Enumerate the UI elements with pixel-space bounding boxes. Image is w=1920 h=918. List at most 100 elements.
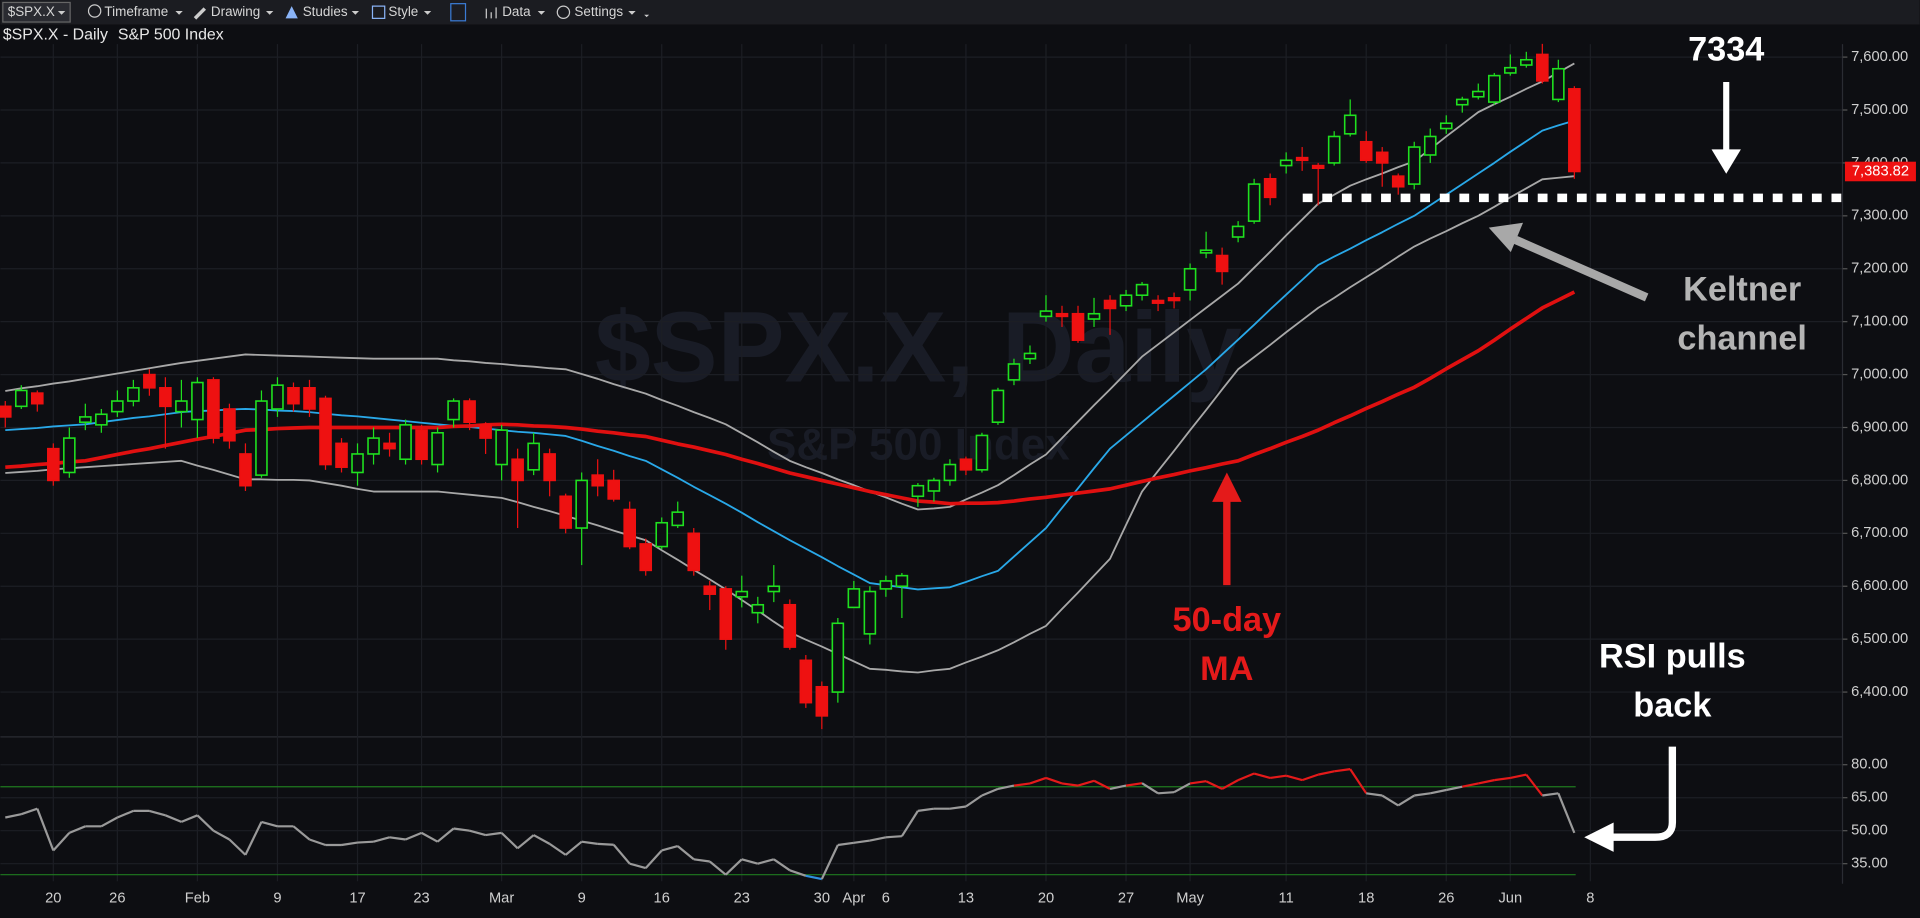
timeframe-icon bbox=[87, 4, 102, 18]
rsi-line bbox=[373, 836, 390, 843]
symbol-box[interactable] bbox=[2, 1, 71, 23]
rsi-line bbox=[533, 834, 551, 845]
rsi-line bbox=[1557, 792, 1576, 834]
rsi-line bbox=[741, 858, 759, 865]
rsi-line bbox=[644, 849, 663, 869]
annotation-text: back bbox=[1633, 687, 1712, 725]
candle-body bbox=[159, 387, 172, 408]
annotation-text: 7334 bbox=[1688, 30, 1764, 68]
candle-body bbox=[639, 543, 653, 572]
rsi-line bbox=[789, 869, 807, 877]
rsi-line bbox=[1013, 782, 1031, 787]
rsi-line bbox=[1542, 792, 1559, 797]
candle-body bbox=[367, 437, 380, 455]
rsi-line bbox=[837, 841, 855, 847]
candle-body bbox=[1375, 151, 1389, 164]
rsi-line bbox=[1045, 776, 1063, 785]
rsi-line bbox=[1221, 779, 1239, 790]
candle-body bbox=[527, 442, 540, 471]
x-tick-label: 9 bbox=[578, 890, 586, 906]
toolbar-item[interactable]: Timeframe bbox=[104, 4, 168, 19]
annotation-text: channel bbox=[1677, 319, 1806, 357]
rsi-line bbox=[1301, 773, 1319, 782]
candle-body bbox=[1183, 267, 1197, 291]
rsi-line bbox=[900, 810, 919, 837]
candle-body bbox=[959, 458, 973, 471]
rsi-line bbox=[421, 831, 439, 843]
rsi-line bbox=[981, 787, 999, 797]
arrow bbox=[1608, 746, 1677, 841]
settings-icon bbox=[556, 5, 571, 19]
chart-title: $SPX.X - Daily bbox=[3, 27, 108, 44]
rsi-line bbox=[1253, 772, 1271, 779]
layout-icon[interactable] bbox=[450, 3, 467, 22]
rsi-line bbox=[1205, 780, 1223, 790]
candle-body bbox=[383, 442, 396, 450]
rsi-line bbox=[1349, 768, 1368, 794]
rsi-line bbox=[116, 809, 134, 819]
rsi-line bbox=[68, 825, 86, 834]
dropdown-icon bbox=[175, 11, 183, 15]
candle-body bbox=[1247, 183, 1261, 222]
rsi-line bbox=[309, 838, 326, 847]
rsi-line bbox=[949, 805, 967, 810]
chart-subtitle: S&P 500 Index bbox=[118, 27, 224, 44]
rsi-line bbox=[661, 845, 679, 852]
rsi-line bbox=[341, 841, 358, 847]
y-tick-label: 6,600.00 bbox=[1851, 578, 1908, 594]
rsi-line bbox=[1494, 776, 1511, 782]
rsi-line bbox=[500, 832, 519, 850]
rsi-line bbox=[549, 842, 567, 856]
candle-body bbox=[1199, 249, 1213, 254]
rsi-line bbox=[1029, 776, 1047, 785]
rsi-line bbox=[36, 808, 55, 851]
rsi-tick-label: 65.00 bbox=[1851, 790, 1888, 806]
candle-body bbox=[1439, 122, 1453, 130]
arrowhead bbox=[1584, 822, 1614, 852]
rsi-line bbox=[1077, 779, 1095, 787]
rsi-line bbox=[52, 832, 71, 852]
candle-body bbox=[799, 659, 813, 704]
rsi-line bbox=[100, 816, 118, 828]
data-icon bbox=[485, 7, 497, 19]
rsi-tick-label: 35.00 bbox=[1851, 856, 1888, 872]
arrowhead bbox=[1212, 472, 1242, 502]
plot: 20 26 Feb 9 17 23 Mar 9 16 23 30 Apr 6 13 20 27 May 11 18 2… bbox=[0, 43, 1908, 906]
toolbar-item[interactable]: Settings bbox=[574, 4, 623, 19]
rsi-line bbox=[805, 874, 823, 881]
rsi-line bbox=[196, 814, 215, 832]
x-tick-label: 6 bbox=[882, 890, 890, 906]
candle-body bbox=[1311, 164, 1325, 170]
x-tick-label: Mar bbox=[489, 890, 514, 906]
candle-body bbox=[431, 431, 444, 466]
x-tick-label: 30 bbox=[814, 890, 830, 906]
annotation-text: MA bbox=[1200, 650, 1253, 688]
candle-body bbox=[1407, 146, 1421, 185]
toolbar-item[interactable]: Data bbox=[502, 4, 531, 19]
x-tick-label: Apr bbox=[842, 890, 865, 906]
candle-body bbox=[847, 588, 861, 609]
toolbar-item[interactable]: Style bbox=[388, 4, 418, 19]
candle-body bbox=[463, 400, 476, 424]
rsi-line bbox=[1430, 788, 1447, 795]
rsi-line bbox=[1125, 782, 1143, 787]
annotation-text: Keltner bbox=[1683, 270, 1801, 308]
toolbar-item[interactable]: Studies bbox=[303, 4, 348, 19]
candle-body bbox=[687, 532, 701, 572]
candle-body bbox=[1359, 140, 1373, 162]
x-tick-label: 13 bbox=[958, 890, 974, 906]
toolbar-item[interactable]: Drawing bbox=[211, 4, 260, 19]
rsi-line bbox=[1317, 770, 1335, 776]
dropdown-icon bbox=[537, 11, 546, 15]
candle-body bbox=[879, 580, 893, 590]
candle-body bbox=[1391, 175, 1405, 188]
watermark: S&P 500 Index bbox=[767, 421, 1070, 470]
dropdown-icon bbox=[57, 11, 66, 15]
candle-body bbox=[1087, 312, 1101, 320]
symbol[interactable]: $SPX.X bbox=[8, 4, 55, 19]
studies-icon bbox=[285, 6, 298, 19]
candle-body bbox=[543, 453, 556, 482]
rsi-line bbox=[709, 860, 727, 876]
candle-body bbox=[1487, 74, 1501, 103]
candle-body bbox=[1568, 88, 1581, 173]
